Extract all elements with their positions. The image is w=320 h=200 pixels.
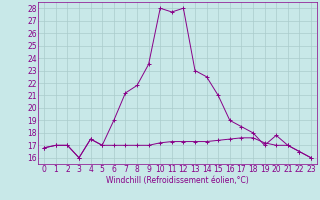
X-axis label: Windchill (Refroidissement éolien,°C): Windchill (Refroidissement éolien,°C) <box>106 176 249 185</box>
